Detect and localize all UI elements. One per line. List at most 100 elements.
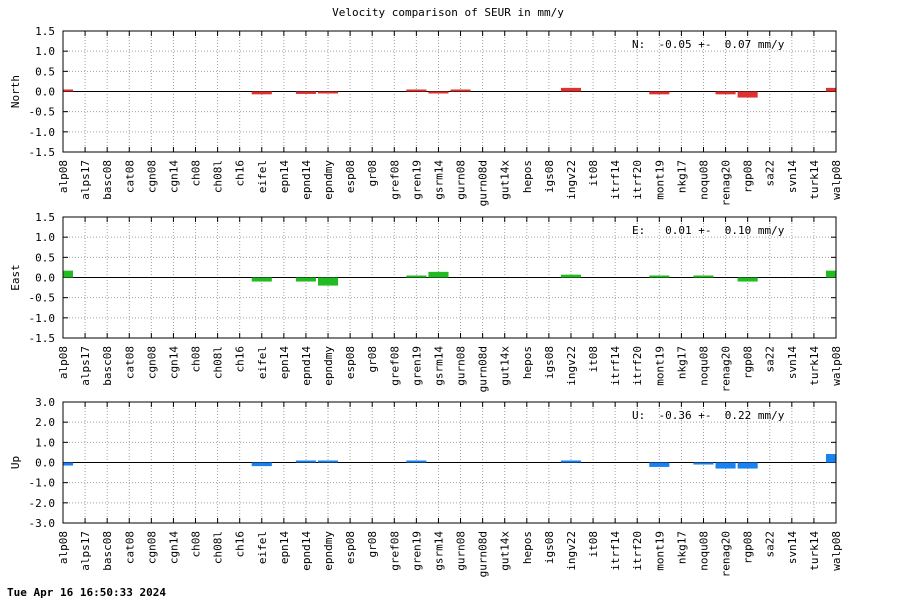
bar: [737, 277, 758, 282]
x-tick-label: itrf20: [631, 160, 644, 200]
x-tick-label: hepos: [521, 531, 534, 564]
x-tick-label: svn14: [786, 531, 799, 564]
bar: [251, 462, 272, 467]
x-tick-label: gut14x: [499, 346, 512, 386]
bar: [406, 89, 427, 92]
x-tick-label: gren19: [410, 531, 423, 571]
x-tick-label: epndmy: [322, 531, 335, 571]
x-tick-label: gurn08: [455, 531, 468, 571]
bar: [450, 89, 471, 92]
y-tick-label: 0.5: [35, 251, 55, 264]
chart-title: Velocity comparison of SEUR in mm/y: [332, 6, 564, 19]
x-tick-label: itrf14: [609, 346, 622, 386]
x-tick-label: gren19: [410, 346, 423, 386]
bar: [63, 270, 74, 278]
x-tick-label: gren19: [410, 160, 423, 200]
bar: [825, 454, 836, 463]
x-tick-label: gr08: [366, 160, 379, 187]
panel-up: -3.0 -2.0 -1.0 0.0 1.0 2.0 3.0 alp08 alps17 basc0…: [9, 396, 843, 577]
x-tick-label: eifel: [256, 160, 269, 193]
x-tick-label: gr08: [366, 531, 379, 558]
x-tick-label: rgp08: [742, 531, 755, 564]
x-tick-label: noqu08: [697, 346, 710, 386]
x-tick-label: gurn08d: [477, 160, 490, 206]
x-tick-label: rgp08: [742, 160, 755, 193]
x-tick-label: renag20: [720, 346, 733, 392]
x-tick-label: itrf14: [609, 531, 622, 571]
x-tick-label: alps17: [79, 346, 92, 386]
x-tick-label: igs08: [543, 531, 556, 564]
x-tick-label: gurn08d: [477, 531, 490, 577]
x-tick-label: cgn14: [167, 531, 180, 564]
x-tick-label: ch16: [234, 531, 247, 558]
x-tick-label: walp08: [830, 531, 843, 571]
bar: [737, 91, 758, 98]
x-tick-label: basc08: [101, 346, 114, 386]
stats-annotation: U: -0.36 +- 0.22 mm/y: [632, 409, 785, 422]
bar: [693, 462, 714, 465]
x-tick-label: gsrm14: [432, 160, 445, 200]
bar: [317, 460, 339, 463]
x-tick-label: epn14: [278, 346, 291, 379]
x-tick-label: epn14: [278, 531, 291, 564]
x-tick-label: gref08: [388, 346, 401, 386]
x-tick-label: epndmy: [322, 346, 335, 386]
bar: [560, 87, 582, 92]
x-tick-label: epnd14: [300, 346, 313, 386]
bar: [428, 91, 449, 94]
y-tick-label: -1.0: [29, 312, 56, 325]
y-tick-label: 0.0: [35, 272, 55, 285]
x-tick-label: gref08: [388, 531, 401, 571]
y-tick-label: -1.0: [29, 477, 56, 490]
x-tick-label: ch08l: [212, 346, 225, 379]
x-tick-label: renag20: [720, 531, 733, 577]
x-tick-label: epn14: [278, 160, 291, 193]
x-tick-label: alp08: [57, 160, 70, 193]
x-tick-label: hepos: [521, 346, 534, 379]
plot-frame: [62, 216, 837, 339]
stats-annotation: N: -0.05 +- 0.07 mm/y: [632, 38, 785, 51]
bar: [715, 462, 736, 469]
x-tick-label: cgn08: [145, 531, 158, 564]
x-tick-label: sa22: [764, 160, 777, 187]
x-tick-label: basc08: [101, 531, 114, 571]
x-tick-label: it08: [587, 346, 600, 373]
y-tick-label: -1.0: [29, 126, 56, 139]
x-tick-label: mont19: [653, 160, 666, 200]
bar: [251, 91, 272, 95]
x-tick-label: cat08: [123, 160, 136, 193]
bar: [560, 274, 582, 278]
x-tick-label: cgn14: [167, 346, 180, 379]
y-axis-label: East: [9, 264, 22, 291]
y-tick-label: 1.0: [35, 45, 55, 58]
x-tick-label: alp08: [57, 531, 70, 564]
bar: [715, 91, 736, 95]
x-tick-label: esp08: [344, 531, 357, 564]
x-tick-label: ingv22: [565, 531, 578, 571]
bar: [63, 89, 74, 92]
x-tick-label: ch08: [190, 346, 203, 373]
x-tick-label: nkg17: [675, 531, 688, 564]
x-tick-label: ch08: [190, 531, 203, 558]
x-tick-label: turk14: [808, 346, 821, 386]
x-tick-label: gsrm14: [432, 346, 445, 386]
x-tick-label: basc08: [101, 160, 114, 200]
x-tick-label: it08: [587, 160, 600, 187]
stats-annotation: E: 0.01 +- 0.10 mm/y: [632, 224, 785, 237]
y-tick-label: -1.5: [29, 332, 56, 345]
bar: [825, 270, 836, 278]
bar: [693, 275, 714, 278]
bar: [649, 462, 670, 467]
x-tick-label: gsrm14: [432, 531, 445, 571]
y-tick-label: -3.0: [29, 517, 56, 530]
y-tick-label: -0.5: [29, 106, 56, 119]
x-tick-label: itrf20: [631, 531, 644, 571]
x-tick-label: esp08: [344, 160, 357, 193]
bar: [295, 460, 316, 463]
plot-frame: [62, 401, 837, 524]
x-tick-label: alps17: [79, 160, 92, 200]
bar: [251, 277, 272, 282]
bar: [560, 460, 582, 463]
bar: [317, 277, 339, 286]
x-tick-label: esp08: [344, 346, 357, 379]
